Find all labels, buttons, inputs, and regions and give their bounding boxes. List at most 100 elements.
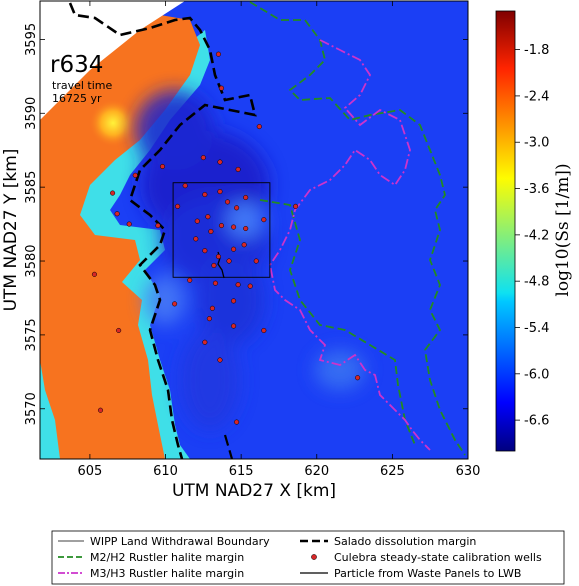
x-tick-label: 610 — [153, 464, 178, 479]
calibration-well-point — [205, 214, 211, 220]
calibration-well-point — [132, 172, 138, 178]
calibration-well-point — [218, 223, 225, 229]
calibration-well-point — [293, 203, 299, 209]
x-tick-label: 630 — [456, 464, 481, 479]
calibration-well-point — [159, 163, 166, 170]
legend-label-m2h2: M2/H2 Rustler halite margin — [90, 551, 244, 564]
calibration-well-point — [172, 301, 178, 307]
calibration-well-point — [155, 223, 161, 229]
calibration-well-point — [226, 258, 232, 264]
calibration-well-point — [261, 327, 267, 334]
travel-time-value: 16725 yr — [52, 92, 102, 105]
legend-label-m3h3: M3/H3 Rustler halite margin — [90, 567, 244, 580]
y-axis-label: UTM NAD27 Y [km] — [1, 149, 21, 312]
x-tick-label: 620 — [304, 464, 329, 479]
calibration-well-point — [247, 283, 253, 289]
colorbar-tick-label: -4.8 — [524, 275, 549, 290]
x-axis-label: UTM NAD27 X [km] — [172, 481, 336, 501]
colorbar-tick-label: -3.6 — [524, 182, 549, 197]
y-tick-label: 3575 — [24, 318, 39, 351]
calibration-well-point — [97, 407, 104, 413]
calibration-well-point — [209, 305, 215, 311]
y-tick-label: 3585 — [24, 171, 39, 204]
field-hot-spot — [89, 99, 137, 147]
calibration-well-point — [218, 85, 225, 91]
field-no-data-wedge — [40, 1, 185, 120]
y-tick-label: 3595 — [24, 23, 39, 56]
calibration-well-point — [116, 327, 122, 334]
calibration-well-point — [215, 51, 222, 57]
calibration-well-point — [187, 277, 193, 283]
calibration-well-point — [256, 124, 262, 130]
calibration-well-point — [231, 224, 237, 230]
x-tick-label: 625 — [380, 464, 405, 479]
calibration-well-point — [202, 339, 208, 345]
model-label: r634 — [50, 52, 103, 78]
calibration-well-point — [206, 316, 212, 322]
calibration-well-point — [235, 166, 241, 172]
y-axis-ticks: 3570 3575 3580 3585 3590 3595 — [24, 23, 468, 425]
calibration-well-point — [202, 191, 208, 198]
calibration-well-point — [217, 357, 223, 363]
legend-label-salado: Salado dissolution margin — [334, 535, 476, 548]
calibration-well-point — [200, 155, 206, 161]
calibration-well-point — [193, 236, 199, 242]
colorbar-tick-label: -6.0 — [524, 367, 549, 382]
y-tick-label: 3580 — [24, 244, 39, 277]
calibration-well-point — [234, 419, 240, 425]
colorbar-tick-label: -3.0 — [524, 136, 549, 151]
y-tick-label: 3590 — [24, 97, 39, 130]
x-axis-ticks: 605 610 615 620 625 630 — [77, 1, 480, 479]
legend-label-wipp: WIPP Land Withdrawal Boundary — [90, 535, 270, 548]
x-tick-label: 605 — [77, 464, 102, 479]
travel-time-label: travel time — [52, 79, 112, 92]
x-tick-label: 615 — [229, 464, 254, 479]
calibration-well-point — [126, 221, 132, 227]
margin-lines — [68, 1, 466, 459]
legend-label-particle: Particle from Waste Panels to LWB — [334, 567, 521, 580]
calibration-well-point — [208, 228, 214, 235]
calibration-well-point — [217, 189, 223, 195]
calibration-well-point — [243, 194, 249, 201]
legend: WIPP Land Withdrawal Boundary Salado dis… — [51, 530, 565, 585]
calibration-well-point — [110, 190, 116, 196]
calibration-well-point — [241, 242, 247, 248]
m2-h2-halite-margin — [249, 1, 466, 456]
salado-dissolution-margin-east — [223, 434, 234, 459]
calibration-well-point — [182, 183, 188, 189]
legend-swatch-wells — [311, 554, 317, 560]
calibration-well-point — [215, 254, 222, 260]
field-cyan-finger — [40, 360, 60, 459]
colorbar — [495, 10, 516, 452]
calibration-well-point — [234, 205, 240, 211]
calibration-well-point — [194, 218, 200, 224]
calibration-well-point — [224, 199, 231, 205]
calibration-well-point — [261, 217, 267, 223]
m3-h3-halite-margin — [269, 39, 431, 451]
colorbar-tick-label: -5.4 — [524, 321, 549, 336]
colorbar-tick-label: -6.6 — [524, 414, 549, 429]
colorbar-ticks: -1.8 -2.4 -3.0 -3.6 -4.2 -4.8 -5.4 -6.0 -6.6 — [515, 43, 549, 429]
calibration-well-point — [91, 271, 97, 277]
calibration-well-point — [212, 280, 218, 286]
calibration-well-point — [253, 258, 259, 264]
m2-h2-halite-margin-west — [259, 199, 416, 446]
calibration-well-point — [355, 375, 361, 381]
plot-frame — [39, 0, 469, 460]
colorbar-tick-label: -4.2 — [524, 228, 549, 243]
field-orange-zone — [40, 15, 200, 459]
calibration-well-point — [211, 262, 217, 269]
y-tick-label: 3570 — [24, 392, 39, 425]
calibration-well-point — [231, 323, 237, 329]
calibration-well-point — [243, 225, 249, 232]
calibration-well-point — [231, 246, 237, 252]
colorbar-tick-label: -1.8 — [524, 43, 549, 58]
calibration-well-point — [114, 211, 120, 217]
salado-dissolution-margin — [68, 2, 257, 459]
calibration-wells — [91, 51, 361, 425]
calibration-well-point — [217, 159, 223, 165]
colorbar-tick-label: -2.4 — [524, 89, 549, 104]
wipp-land-withdrawal-boundary — [172, 182, 271, 278]
calibration-well-point — [231, 298, 237, 304]
